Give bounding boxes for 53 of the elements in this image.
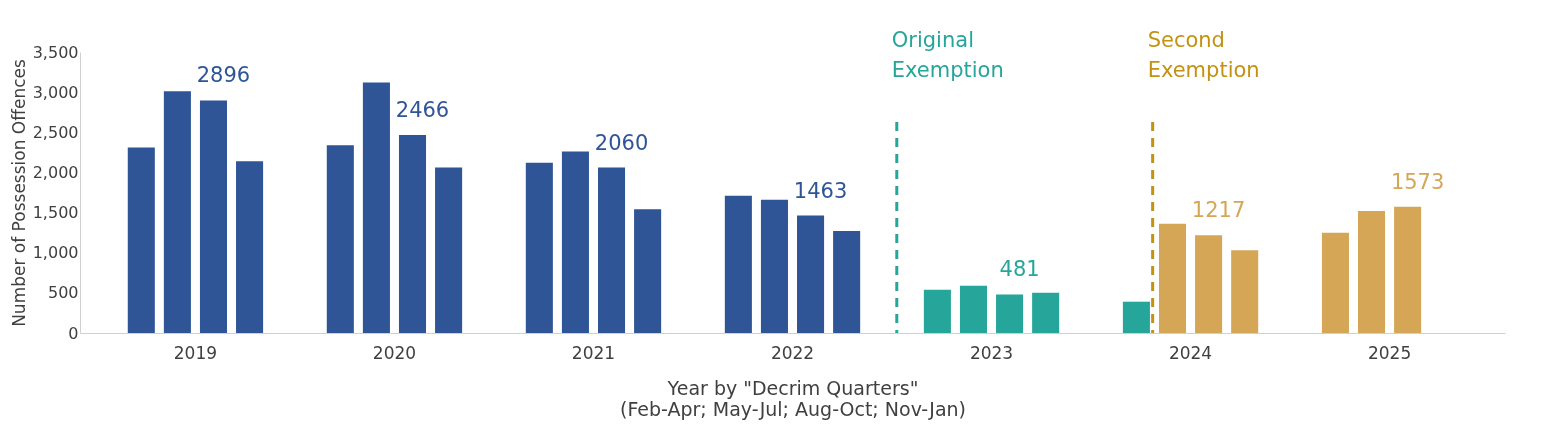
bar bbox=[1357, 210, 1386, 333]
bar bbox=[326, 145, 354, 333]
ref-line-label: Original Exemption bbox=[891, 28, 1004, 82]
bar bbox=[1195, 235, 1223, 333]
bar bbox=[199, 100, 228, 333]
bar bbox=[236, 161, 264, 333]
bar bbox=[561, 151, 589, 333]
x-axis-title: Year by "Decrim Quarters" (Feb-Apr; May-Jul; Aug-Oct; Nov-Jan) bbox=[620, 376, 966, 420]
bar bbox=[833, 231, 861, 333]
bar bbox=[1231, 250, 1259, 333]
data-label: 2466 bbox=[395, 98, 450, 123]
x-tick-label: 2019 bbox=[173, 342, 218, 363]
bar bbox=[760, 199, 788, 333]
bar bbox=[1321, 232, 1349, 333]
bar bbox=[597, 167, 626, 333]
bar bbox=[398, 135, 427, 333]
bar bbox=[435, 167, 463, 333]
bar bbox=[797, 215, 825, 333]
bar bbox=[525, 162, 553, 333]
y-tick-label: 2,000 bbox=[32, 162, 79, 182]
x-tick-label: 2025 bbox=[1367, 342, 1412, 363]
x-tick-label: 2024 bbox=[1168, 342, 1213, 363]
y-tick-label: 2,500 bbox=[32, 122, 79, 142]
x-tick-label: 2023 bbox=[969, 342, 1014, 363]
y-tick-label: 1,000 bbox=[32, 243, 79, 263]
bar bbox=[724, 195, 752, 333]
data-label: 1573 bbox=[1390, 169, 1445, 194]
data-label: 1217 bbox=[1191, 198, 1246, 223]
bar bbox=[959, 285, 988, 333]
data-label: 481 bbox=[999, 257, 1040, 282]
x-tick-label: 2022 bbox=[770, 342, 815, 363]
y-tick-label: 500 bbox=[47, 283, 79, 303]
x-tick-label: 2020 bbox=[372, 342, 417, 363]
bar bbox=[996, 294, 1024, 333]
bar bbox=[127, 147, 155, 333]
bar bbox=[163, 91, 191, 333]
y-tick-label: 1,500 bbox=[32, 203, 79, 223]
data-label: 2896 bbox=[196, 63, 251, 88]
bar bbox=[923, 289, 951, 333]
x-tick-label: 2021 bbox=[571, 342, 616, 363]
y-tick-label: 3,500 bbox=[32, 42, 79, 62]
ref-line-label: Second Exemption bbox=[1147, 28, 1260, 82]
y-tick-label: 0 bbox=[68, 323, 79, 343]
bar bbox=[1394, 206, 1422, 333]
bar bbox=[634, 209, 662, 333]
bar bbox=[362, 82, 390, 333]
bar bbox=[1122, 301, 1150, 333]
data-label: 2060 bbox=[594, 130, 649, 155]
y-tick-label: 3,000 bbox=[32, 82, 79, 102]
bar bbox=[1158, 223, 1187, 333]
bar bbox=[1032, 292, 1060, 333]
data-label: 1463 bbox=[793, 178, 848, 203]
y-axis-title: Number of Possession Offences bbox=[8, 59, 29, 327]
